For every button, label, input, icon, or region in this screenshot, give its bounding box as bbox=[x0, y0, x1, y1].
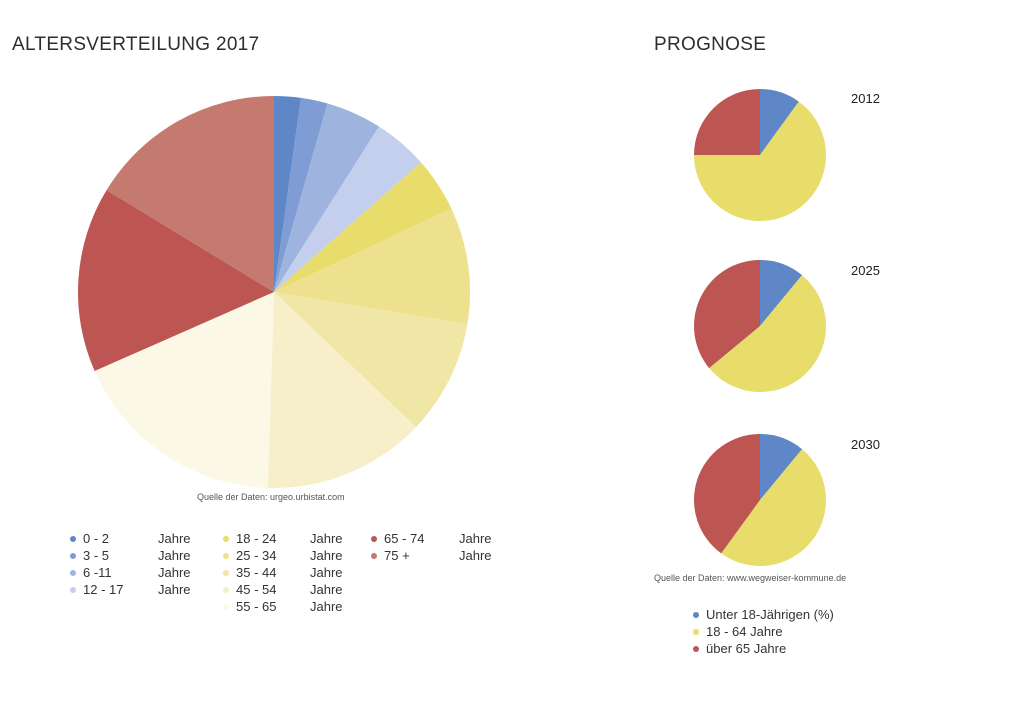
pie-2030 bbox=[693, 434, 826, 566]
main-slice-3-5-jahre bbox=[274, 97, 328, 293]
legend-dot-icon bbox=[371, 536, 377, 542]
legend-label: 18 - 64 Jahre bbox=[706, 624, 783, 639]
legend-range: 25 - 34 bbox=[236, 548, 277, 563]
main-pie-chart bbox=[77, 96, 471, 488]
legend-dot-icon bbox=[70, 570, 76, 576]
main-slice-35-44-jahre bbox=[274, 292, 468, 428]
legend-range: 12 - 17 bbox=[83, 582, 124, 597]
legend-unit: Jahre bbox=[158, 548, 191, 563]
main-slice-45-54-jahre bbox=[267, 292, 417, 488]
legend-range: 18 - 24 bbox=[236, 531, 277, 546]
legend-unit: Jahre bbox=[158, 582, 191, 597]
main-slice-65-74-jahre bbox=[77, 190, 275, 371]
legend-dot-icon bbox=[223, 604, 229, 610]
pie-2012-title: 2012 bbox=[851, 91, 880, 106]
pie-2025 bbox=[694, 260, 827, 393]
legend-range: 55 - 65 bbox=[236, 599, 277, 614]
legend-range: 35 - 44 bbox=[236, 565, 277, 580]
legend-unit: Jahre bbox=[310, 599, 343, 614]
legend-unit: Jahre bbox=[310, 548, 343, 563]
legend-unit: Jahre bbox=[158, 531, 191, 546]
legend-range: 6 -11 bbox=[83, 565, 112, 580]
pie-2025-slice-unter-18-j-hrigen bbox=[760, 260, 803, 326]
legend-range: 75 + bbox=[384, 548, 410, 563]
prognose-source: Quelle der Daten: www.wegweiser-kommune.… bbox=[654, 573, 847, 583]
legend-dot-icon bbox=[371, 553, 377, 559]
pie-2025-slice-ber-65-jahre bbox=[694, 260, 760, 369]
main-slice-6-11-jahre bbox=[274, 103, 380, 292]
legend-dot-icon bbox=[693, 646, 699, 652]
main-slice-18-24-jahre bbox=[274, 162, 452, 292]
main-source: Quelle der Daten: urgeo.urbistat.com bbox=[197, 492, 345, 502]
legend-dot-icon bbox=[693, 612, 699, 618]
legend-range: 3 - 5 bbox=[83, 548, 110, 563]
main-slice-75-jahre bbox=[106, 96, 274, 292]
legend-unit: Jahre bbox=[459, 531, 492, 546]
legend-dot-icon bbox=[223, 570, 229, 576]
pie-2012-slice-ber-65-jahre bbox=[694, 89, 760, 155]
pie-2012-slice-unter-18-j-hrigen bbox=[760, 89, 799, 155]
legend-range: 45 - 54 bbox=[236, 582, 277, 597]
legend-dot-icon bbox=[70, 536, 76, 542]
legend-dot-icon bbox=[223, 553, 229, 559]
pie-2025-title: 2025 bbox=[851, 263, 880, 278]
main-slice-25-34-jahre bbox=[274, 208, 471, 324]
legend-unit: Jahre bbox=[310, 582, 343, 597]
legend-dot-icon bbox=[693, 629, 699, 635]
legend-unit: Jahre bbox=[459, 548, 492, 563]
pie-2030-slice-ber-65-jahre bbox=[693, 434, 760, 554]
legend-dot-icon bbox=[70, 553, 76, 559]
main-chart-title: ALTERSVERTEILUNG 2017 bbox=[12, 34, 260, 55]
legend-unit: Jahre bbox=[310, 565, 343, 580]
main-slice-0-2-jahre bbox=[274, 96, 302, 292]
legend-label: Unter 18-Jährigen (%) bbox=[706, 607, 834, 622]
main-slice-12-17-jahre bbox=[274, 126, 422, 292]
legend-dot-icon bbox=[223, 587, 229, 593]
legend-unit: Jahre bbox=[310, 531, 343, 546]
legend-range: 65 - 74 bbox=[384, 531, 425, 546]
pie-2030-slice-unter-18-j-hrigen bbox=[760, 434, 803, 500]
legend-dot-icon bbox=[223, 536, 229, 542]
legend-label: über 65 Jahre bbox=[706, 641, 787, 656]
pie-2030-slice-18-64-jahre bbox=[721, 449, 826, 566]
pie-2030-title: 2030 bbox=[851, 437, 880, 452]
pie-2012-slice-18-64-jahre bbox=[694, 101, 826, 221]
legend-unit: Jahre bbox=[158, 565, 191, 580]
legend-range: 0 - 2 bbox=[83, 531, 110, 546]
main-slice-55-65-jahre bbox=[94, 292, 274, 488]
pie-2025-slice-18-64-jahre bbox=[709, 275, 827, 393]
legend-dot-icon bbox=[70, 587, 76, 593]
prognose-title: PROGNOSE bbox=[654, 34, 767, 55]
pie-2012 bbox=[694, 89, 826, 221]
